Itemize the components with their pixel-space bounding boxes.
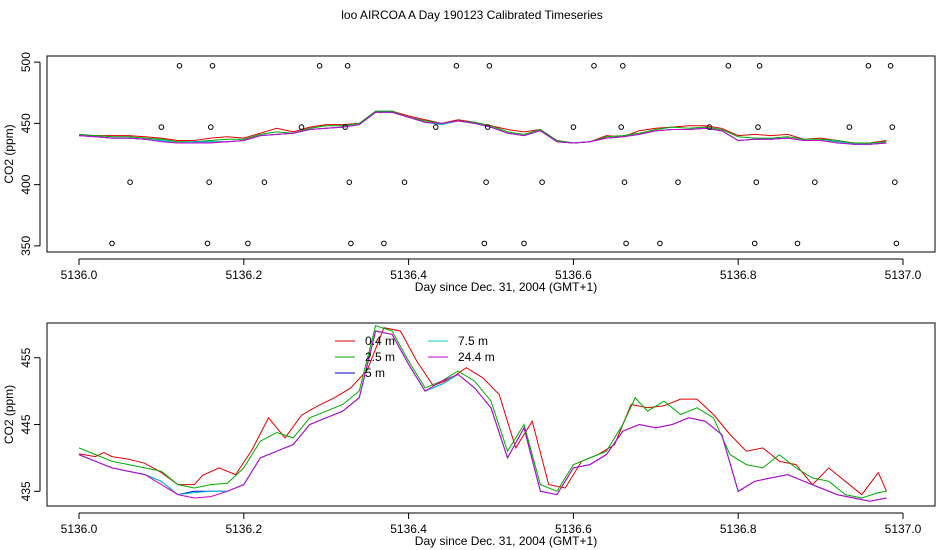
- legend-label: 0.4 m: [365, 334, 395, 348]
- x-tick-label: 5136.6: [555, 268, 592, 282]
- bottom-series-line-1: [78, 325, 887, 499]
- x-tick-label: 5136.8: [720, 268, 757, 282]
- flag-point: [483, 179, 489, 185]
- flag-point: [176, 63, 183, 69]
- x-tick-label: 5136.6: [555, 522, 592, 536]
- flag-point: [348, 240, 354, 247]
- flag-point: [893, 240, 900, 247]
- flag-point: [521, 240, 527, 247]
- flag-point: [591, 63, 597, 69]
- bottom-series-line-0: [78, 327, 887, 496]
- bottom-x-axis: 5136.0 5136.2 5136.4 5136.6 5136.8 5137.0: [61, 512, 922, 536]
- flag-point: [753, 179, 760, 185]
- flag-point: [109, 240, 115, 247]
- flag-point: [570, 124, 577, 130]
- flag-point: [725, 63, 732, 69]
- flag-point: [344, 63, 351, 69]
- legend-label: 7.5 m: [458, 334, 488, 348]
- y-tick-label: 450: [19, 113, 33, 133]
- flag-point: [706, 124, 713, 130]
- flag-point: [158, 124, 165, 130]
- y-tick-label: 435: [19, 481, 33, 501]
- x-tick-label: 5136.4: [390, 268, 427, 282]
- flag-point: [618, 124, 625, 130]
- x-tick-label: 5137.0: [885, 522, 922, 536]
- top-flag-points: [109, 63, 900, 247]
- flag-point: [316, 63, 323, 69]
- bottom-plot-frame: [46, 322, 936, 507]
- flag-point: [755, 124, 761, 130]
- bottom-y-axis: 435 445 455: [19, 347, 41, 501]
- bottom-x-axis-label: Day since Dec. 31, 2004 (GMT+1): [415, 534, 597, 548]
- flag-point: [887, 63, 894, 69]
- legend-label: 24.4 m: [458, 350, 495, 364]
- flag-point: [621, 179, 628, 185]
- flag-point: [623, 240, 629, 247]
- top-plot-frame: [46, 55, 936, 253]
- y-tick-label: 350: [19, 236, 33, 256]
- flag-point: [889, 124, 896, 130]
- bottom-series-line-4: [78, 330, 887, 502]
- flag-point: [756, 63, 763, 69]
- figure-title: loo AIRCOA A Day 190123 Calibrated Times…: [341, 8, 602, 22]
- flag-point: [346, 179, 353, 185]
- y-tick-label: 400: [19, 174, 33, 194]
- flag-point: [812, 179, 818, 185]
- flag-point: [453, 63, 460, 69]
- top-y-axis: 350 400 450 500: [19, 52, 41, 256]
- x-tick-label: 5136.8: [720, 522, 757, 536]
- top-y-axis-label: CO2 (ppm): [2, 124, 16, 183]
- bottom-y-axis-label: CO2 (ppm): [2, 385, 16, 444]
- legend: 0.4 m 2.5 m 5 m 7.5 m 24.4 m: [335, 334, 495, 380]
- flag-point: [865, 63, 872, 69]
- x-tick-label: 5137.0: [885, 268, 922, 282]
- flag-point: [342, 124, 349, 130]
- flag-point: [794, 240, 801, 247]
- flag-point: [620, 63, 626, 69]
- flag-point: [481, 240, 488, 247]
- flag-point: [675, 179, 681, 185]
- flag-point: [401, 179, 408, 185]
- top-series-line-4: [78, 111, 887, 145]
- top-x-axis: 5136.0 5136.2 5136.4 5136.6 5136.8 5137.0: [61, 258, 922, 282]
- flag-point: [892, 179, 898, 185]
- bottom-series-lines: [78, 325, 887, 502]
- x-tick-label: 5136.2: [225, 522, 262, 536]
- x-tick-label: 5136.4: [390, 522, 427, 536]
- flag-point: [298, 124, 305, 130]
- x-tick-label: 5136.0: [61, 268, 98, 282]
- top-series-lines: [78, 110, 887, 145]
- flag-point: [381, 240, 387, 247]
- x-tick-label: 5136.2: [225, 268, 262, 282]
- flag-point: [539, 179, 545, 185]
- top-x-axis-label: Day since Dec. 31, 2004 (GMT+1): [415, 280, 597, 294]
- legend-label: 5 m: [365, 366, 385, 380]
- legend-label: 2.5 m: [365, 350, 395, 364]
- flag-point: [206, 179, 212, 185]
- x-tick-label: 5136.0: [61, 522, 98, 536]
- bottom-panel: 5136.0 5136.2 5136.4 5136.6 5136.8 5137.0 435…: [2, 322, 936, 548]
- flag-point: [208, 124, 214, 130]
- flag-point: [433, 124, 439, 130]
- flag-point: [846, 124, 853, 130]
- flag-point: [751, 240, 758, 247]
- top-panel: 5136.0 5136.2 5136.4 5136.6 5136.8 5137.0 350…: [2, 52, 936, 294]
- flag-point: [127, 179, 133, 185]
- y-tick-label: 500: [19, 52, 33, 72]
- flag-point: [657, 240, 663, 247]
- flag-point: [484, 124, 491, 130]
- flag-point: [486, 63, 493, 69]
- flag-point: [245, 240, 251, 247]
- y-tick-label: 455: [19, 347, 33, 367]
- flag-point: [261, 179, 268, 185]
- y-tick-label: 445: [19, 414, 33, 434]
- flag-point: [209, 63, 216, 69]
- top-series-line-1: [78, 110, 887, 144]
- flag-point: [204, 240, 211, 247]
